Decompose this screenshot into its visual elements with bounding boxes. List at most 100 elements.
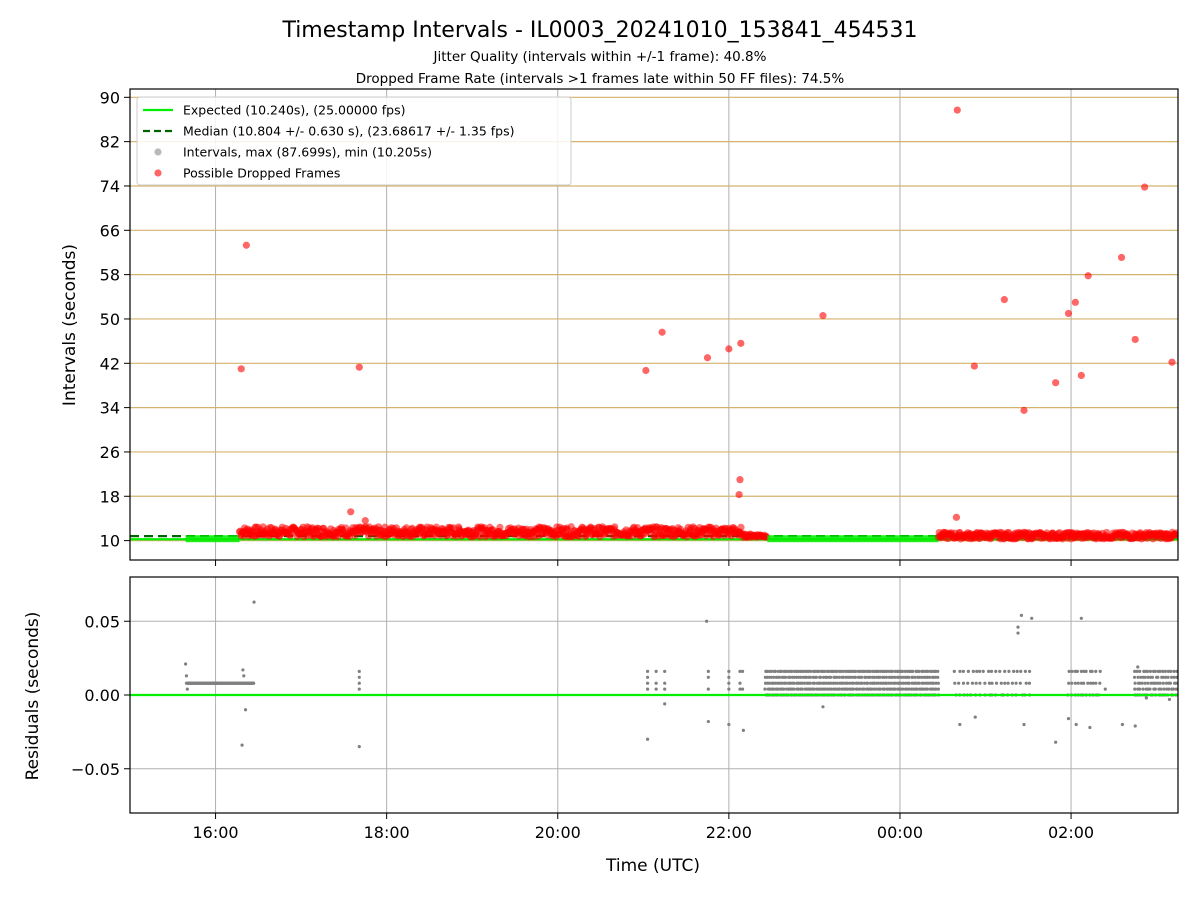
residuals-plot-area — [130, 600, 1178, 749]
residual-point — [856, 681, 860, 685]
residual-point — [796, 687, 800, 691]
residual-point — [1153, 687, 1157, 691]
residual-point — [740, 669, 745, 674]
residual-point — [769, 669, 774, 674]
dropped-frame-point — [642, 366, 650, 375]
intervals-y-tick-label: 50 — [100, 310, 120, 329]
residual-point — [645, 669, 650, 674]
residual-point — [893, 687, 897, 691]
residual-point — [1161, 669, 1165, 674]
x-tick-label: 22:00 — [706, 823, 752, 842]
residual-point — [645, 737, 650, 741]
residual-point — [763, 687, 767, 691]
residual-point — [790, 669, 794, 674]
residual-point — [184, 662, 188, 666]
residual-point — [240, 743, 244, 747]
residual-point — [936, 669, 940, 674]
residual-point — [1141, 687, 1145, 691]
residual-point — [1079, 616, 1083, 620]
residual-point — [654, 687, 658, 691]
residual-point — [784, 681, 788, 685]
intervals-y-axis-label: Intervals (seconds) — [60, 244, 80, 406]
residual-point — [1156, 681, 1160, 685]
residual-point — [862, 687, 866, 691]
residual-point — [738, 687, 742, 691]
residual-point — [957, 681, 961, 685]
residual-point — [1148, 669, 1153, 674]
residuals-y-tick-label: 0.05 — [84, 612, 120, 631]
residual-point — [994, 681, 999, 685]
residual-point — [1140, 681, 1144, 685]
residual-point — [989, 669, 994, 674]
residual-point — [1164, 675, 1168, 679]
residual-point — [899, 675, 903, 679]
residual-point — [864, 675, 868, 679]
residual-point — [786, 669, 790, 674]
residual-point — [850, 675, 854, 679]
residual-point — [792, 687, 796, 691]
intervals-y-tick-label: 18 — [100, 487, 120, 506]
residual-point — [1074, 722, 1078, 727]
residual-point — [858, 669, 862, 674]
legend-dropped: Possible Dropped Frames — [183, 166, 340, 181]
intervals-y-tick-label: 42 — [100, 354, 120, 373]
residual-point — [1066, 717, 1071, 721]
dropped-frame-point — [658, 328, 666, 336]
residual-point — [815, 687, 819, 691]
residual-point — [812, 687, 816, 691]
residual-point — [782, 687, 786, 691]
residual-point — [835, 681, 839, 685]
residual-point — [849, 669, 854, 674]
residual-point — [1158, 681, 1162, 685]
intervals-frame — [129, 88, 1179, 561]
legend-median: Median (10.804 +/- 0.630 s), (23.68617 +… — [183, 124, 514, 139]
residual-point — [934, 681, 938, 685]
residual-point — [776, 687, 780, 691]
residual-point — [876, 669, 880, 674]
residual-point — [1006, 681, 1010, 685]
residual-point — [978, 669, 982, 674]
residual-point — [987, 681, 992, 685]
residual-point — [1153, 669, 1157, 674]
dropped-frame-point — [1020, 406, 1028, 414]
residual-point — [1007, 669, 1011, 674]
interval-band — [185, 535, 240, 543]
residual-point — [848, 675, 852, 679]
residual-point — [706, 675, 710, 679]
chart-subtitle-dropped: Dropped Frame Rate (intervals >1 frames … — [356, 71, 845, 87]
residual-point — [862, 681, 867, 685]
residual-point — [780, 681, 784, 685]
residual-point — [846, 687, 850, 691]
residual-point — [1153, 681, 1157, 685]
residual-point — [839, 669, 843, 674]
dropped-frame-point — [952, 513, 961, 521]
residual-point — [889, 681, 893, 685]
residual-point — [706, 719, 710, 724]
residual-point — [952, 669, 956, 674]
residual-point — [1174, 687, 1178, 691]
residual-point — [891, 675, 895, 679]
residual-point — [868, 675, 872, 679]
residual-point — [1172, 675, 1176, 679]
residual-point — [901, 687, 905, 691]
residual-point — [1146, 675, 1150, 679]
dropped-frame-point — [1141, 183, 1149, 191]
residual-point — [878, 675, 882, 679]
residual-point — [928, 675, 932, 679]
residual-point — [1144, 696, 1148, 700]
residual-point — [357, 745, 361, 749]
residual-point — [814, 675, 818, 679]
residual-point — [884, 681, 888, 685]
x-tick-label: 16:00 — [192, 823, 238, 842]
residual-point — [727, 681, 731, 685]
residual-point — [851, 687, 856, 691]
residual-point — [933, 675, 938, 679]
residual-point — [773, 669, 778, 674]
residual-point — [765, 669, 769, 674]
residual-point — [878, 687, 882, 691]
residual-point — [788, 675, 792, 679]
residual-point — [185, 687, 189, 691]
residuals-y-tick-label: 0.00 — [84, 686, 120, 705]
residual-point — [885, 669, 889, 674]
residual-point — [727, 687, 731, 691]
